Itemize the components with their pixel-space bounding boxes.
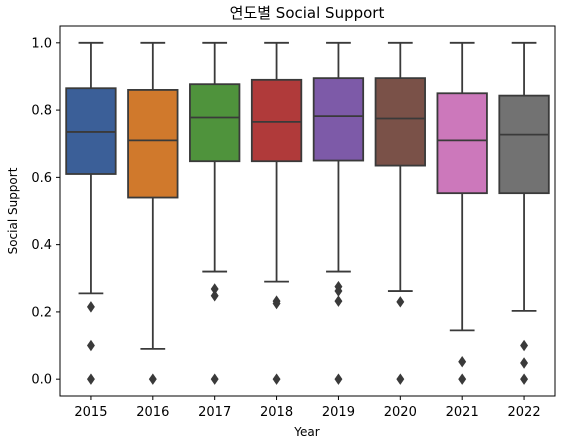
outlier-point — [86, 373, 95, 385]
outlier-point — [520, 373, 529, 385]
x-axis-title: Year — [293, 425, 319, 439]
box-2021 — [436, 92, 488, 195]
outlier-point — [272, 373, 281, 385]
outlier-point — [458, 373, 467, 385]
outlier-point — [396, 373, 405, 385]
box-2022 — [498, 94, 550, 195]
y-tick-label: 0.8 — [31, 104, 52, 119]
outlier-point — [396, 296, 405, 308]
box-2019 — [312, 77, 365, 162]
outlier-point — [86, 339, 95, 352]
y-tick-label: 0.6 — [31, 171, 52, 186]
x-tick-label: 2015 — [74, 405, 107, 420]
chart-title: 연도별 Social Support — [230, 4, 385, 22]
x-tick-label: 2016 — [136, 405, 169, 420]
outlier-point — [210, 373, 219, 385]
x-tick-label: 2022 — [508, 405, 541, 420]
box-2017 — [189, 83, 241, 163]
x-tick-label: 2021 — [446, 405, 479, 420]
outlier-point — [210, 290, 219, 302]
y-axis-title: Social Support — [6, 167, 20, 254]
box-2020 — [374, 77, 426, 167]
x-tick-label: 2018 — [260, 405, 293, 420]
box-2016 — [127, 89, 179, 199]
outlier-point — [458, 355, 467, 368]
x-tick-label: 2019 — [322, 405, 355, 420]
outlier-point — [520, 357, 529, 369]
outlier-point — [334, 295, 343, 307]
y-tick-label: 0.2 — [31, 305, 52, 320]
outlier-point — [148, 373, 157, 385]
outlier-point — [86, 301, 95, 313]
box-2018 — [250, 78, 303, 163]
outlier-point — [272, 297, 281, 310]
plot-frame — [59, 25, 556, 397]
y-tick-label: 0.4 — [31, 238, 52, 253]
x-tick-label: 2017 — [198, 405, 231, 420]
outlier-point — [520, 339, 529, 352]
outlier-point — [334, 373, 343, 385]
y-tick-label: 0.0 — [31, 373, 52, 388]
plot-area: 0.0 0.2 0.4 0.6 0.8 1.0 2015 2016 2017 2018 2019 20… — [31, 25, 556, 420]
y-tick-label: 1.0 — [31, 36, 52, 51]
x-tick-label: 2020 — [384, 405, 417, 420]
